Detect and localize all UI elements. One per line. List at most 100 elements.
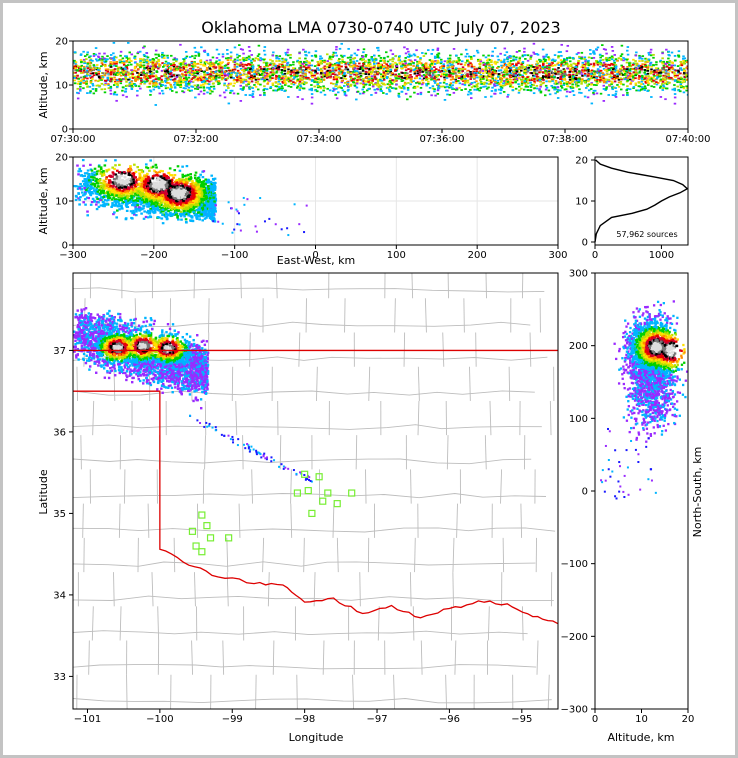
- time-altitude-source: [101, 55, 104, 58]
- time-altitude-source: [163, 79, 167, 82]
- time-altitude-source: [332, 64, 336, 67]
- time-altitude-source: [628, 64, 631, 67]
- time-altitude-source: [395, 63, 399, 66]
- time-altitude-source: [263, 49, 266, 52]
- time-altitude-source: [670, 64, 673, 67]
- time-altitude-source: [451, 66, 454, 68]
- time-altitude-source: [386, 55, 390, 58]
- time-altitude-source: [542, 79, 545, 81]
- time-altitude-source: [430, 64, 434, 67]
- time-altitude-source: [355, 60, 359, 62]
- time-altitude-source: [529, 89, 533, 92]
- time-altitude-source: [437, 70, 440, 73]
- time-altitude-source: [367, 71, 371, 74]
- time-altitude-source: [592, 91, 595, 94]
- time-altitude-source: [245, 84, 248, 87]
- time-altitude-source: [248, 63, 252, 66]
- time-altitude-source: [631, 75, 635, 78]
- time-altitude-source: [385, 72, 388, 74]
- time-altitude-source: [82, 87, 85, 90]
- time-altitude-source: [400, 65, 403, 68]
- time-altitude-source: [547, 76, 550, 79]
- time-altitude-source: [268, 75, 272, 78]
- time-altitude-source: [482, 54, 485, 57]
- time-altitude-source: [652, 73, 655, 76]
- time-altitude-source: [580, 66, 583, 68]
- time-altitude-source: [499, 85, 503, 88]
- time-altitude-source: [290, 74, 293, 77]
- time-altitude-source: [415, 77, 419, 79]
- time-altitude-source: [566, 65, 570, 68]
- time-altitude-source: [631, 63, 635, 66]
- time-altitude-source: [481, 75, 484, 77]
- time-altitude-source: [619, 57, 623, 60]
- time-altitude-source: [541, 60, 545, 63]
- time-altitude-source: [640, 80, 643, 83]
- time-altitude-source: [686, 65, 688, 68]
- time-altitude-source: [277, 68, 280, 71]
- time-altitude-source: [503, 58, 506, 61]
- time-altitude-source: [508, 74, 511, 77]
- time-altitude-source: [119, 71, 123, 74]
- time-altitude-source: [379, 59, 383, 62]
- time-altitude-source: [215, 48, 219, 51]
- time-altitude-source: [559, 85, 563, 87]
- time-altitude-source: [89, 72, 93, 75]
- time-altitude-source: [149, 65, 152, 68]
- time-altitude-source: [146, 86, 149, 88]
- time-altitude-source: [335, 82, 338, 85]
- time-altitude-source: [665, 65, 669, 68]
- time-altitude-source: [179, 66, 182, 69]
- time-altitude-source: [391, 87, 394, 90]
- time-altitude-source: [578, 76, 581, 79]
- time-altitude-source: [338, 73, 341, 76]
- time-altitude-source: [563, 72, 567, 75]
- time-altitude-source: [587, 59, 590, 62]
- time-altitude-source: [544, 66, 547, 69]
- time-altitude-source: [680, 81, 684, 84]
- time-altitude-source: [134, 75, 138, 78]
- time-altitude-source: [164, 77, 168, 80]
- time-altitude-source: [614, 96, 618, 98]
- time-altitude-source: [463, 74, 466, 77]
- time-altitude-source: [293, 82, 297, 84]
- time-altitude-source: [518, 49, 521, 52]
- time-altitude-source: [613, 86, 616, 89]
- time-altitude-source: [137, 85, 141, 88]
- time-altitude-source: [677, 69, 680, 72]
- time-altitude-source: [116, 70, 120, 72]
- time-altitude-source: [431, 85, 435, 88]
- time-altitude-source: [539, 69, 542, 71]
- time-altitude-source: [410, 76, 413, 78]
- time-altitude-source: [97, 69, 100, 71]
- time-altitude-source: [563, 69, 566, 72]
- time-altitude-source: [197, 69, 200, 72]
- time-altitude-source: [514, 81, 517, 83]
- time-altitude-source: [485, 62, 489, 64]
- time-altitude-source: [386, 70, 390, 73]
- time-altitude-source: [442, 73, 446, 76]
- time-altitude-source: [314, 77, 317, 80]
- time-altitude-source: [158, 65, 161, 68]
- time-altitude-source: [625, 70, 628, 73]
- time-altitude-source: [433, 69, 436, 72]
- time-altitude-source: [425, 84, 428, 87]
- time-altitude-source: [583, 81, 587, 83]
- time-altitude-source: [205, 69, 209, 72]
- time-altitude-source: [214, 79, 218, 82]
- time-altitude-source: [250, 94, 254, 97]
- time-altitude-source: [241, 89, 244, 92]
- time-altitude-source: [268, 68, 271, 70]
- time-altitude-source: [139, 87, 142, 90]
- time-altitude-source: [143, 72, 147, 75]
- time-altitude-source: [665, 70, 668, 72]
- time-altitude-source: [251, 76, 255, 79]
- time-altitude-source: [220, 62, 223, 65]
- time-altitude-source: [613, 59, 616, 62]
- time-altitude-source: [580, 92, 583, 94]
- time-altitude-source: [545, 62, 549, 65]
- time-altitude-source: [238, 44, 241, 47]
- time-altitude-source: [643, 69, 647, 71]
- time-altitude-source: [221, 55, 225, 58]
- time-altitude-source: [199, 63, 202, 66]
